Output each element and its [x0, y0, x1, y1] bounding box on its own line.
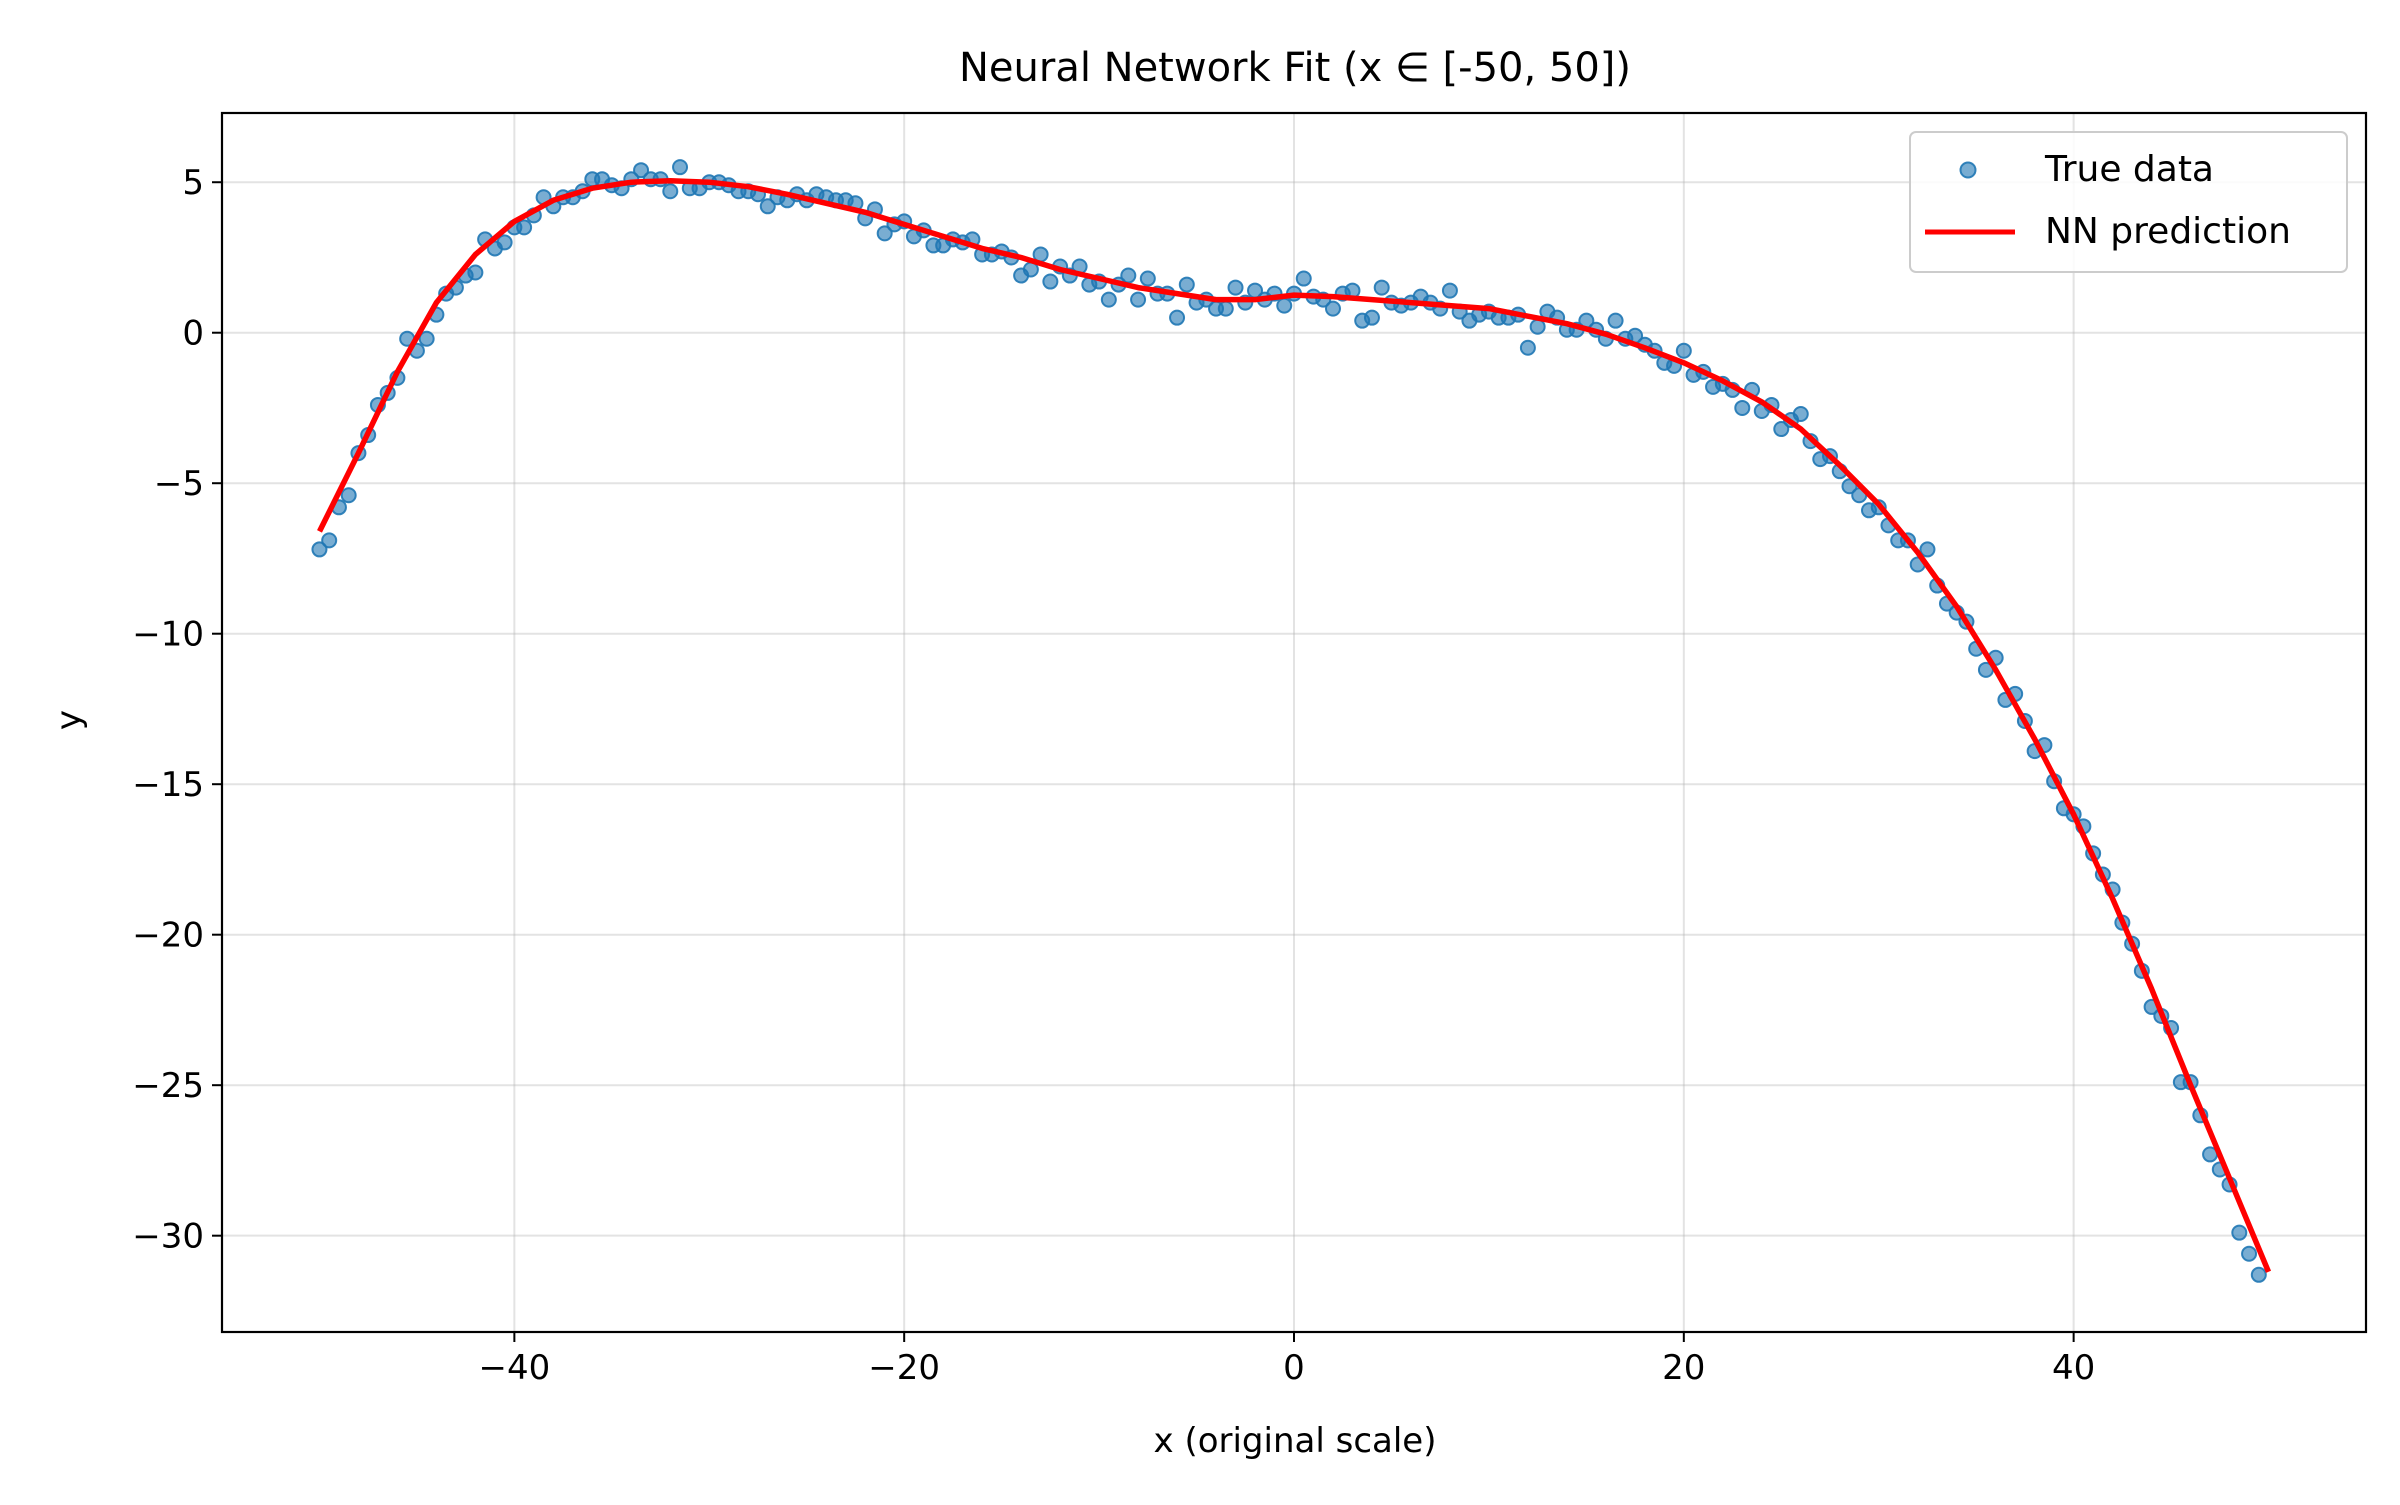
scatter-point [516, 219, 533, 236]
scatter-point [1919, 541, 1936, 558]
x-tick-label: 40 [2052, 1348, 2095, 1388]
scatter-point [633, 162, 650, 179]
scatter-point [1324, 300, 1341, 317]
scatter-point [1773, 421, 1790, 438]
scatter-point [1139, 270, 1156, 287]
scatter-point [1169, 309, 1186, 326]
legend-box [1909, 131, 2348, 273]
legend-scatter-marker [1959, 161, 1977, 179]
chart-title: Neural Network Fit (x ∈ [-50, 50]) [959, 45, 1631, 91]
scatter-point [1130, 291, 1147, 308]
scatter-point [759, 198, 776, 215]
scatter-point [1841, 478, 1858, 495]
scatter-point [2231, 1224, 2248, 1241]
tick-layer: −40 −20 0 20 40 5 0 −5 −10 −15 −20 −25 −30 [132, 163, 2095, 1388]
y-tick-label: 0 [182, 314, 204, 354]
scatter-point [1607, 312, 1624, 329]
scatter-point [876, 225, 893, 242]
scatter-point [311, 541, 328, 558]
scatter-point [2241, 1245, 2258, 1262]
data-layer [311, 159, 2272, 1283]
scatter-point [1276, 297, 1293, 314]
x-axis-label: x (original scale) [1154, 1421, 1437, 1461]
legend-label-nn-prediction: NN prediction [2045, 211, 2291, 252]
grid-layer [222, 113, 2366, 1332]
scatter-point [1217, 300, 1234, 317]
y-tick-label: −25 [132, 1066, 204, 1106]
scatter-point [1227, 279, 1244, 296]
y-axis-label: y [49, 710, 89, 730]
scatter-point [2250, 1266, 2267, 1283]
scatter-point [662, 183, 679, 200]
scatter-point [1100, 291, 1117, 308]
scatter-point [1792, 405, 1809, 422]
scatter-point [340, 487, 357, 504]
scatter-point [1178, 276, 1195, 293]
plot-area-frame [220, 111, 2368, 1334]
scatter-point [1363, 309, 1380, 326]
scatter-point [1373, 279, 1390, 296]
scatter-point [1519, 339, 1536, 356]
scatter-point [672, 159, 689, 176]
x-tick-label: 20 [1662, 1348, 1705, 1388]
scatter-point [467, 264, 484, 281]
y-tick-label: −15 [132, 765, 204, 805]
y-tick-label: −5 [154, 464, 204, 504]
y-tick-label: −30 [132, 1217, 204, 1257]
legend-label-true-data: True data [2044, 149, 2214, 190]
scatter-point [1042, 273, 1059, 290]
prediction-line [317, 177, 2272, 1273]
y-tick-label: 5 [182, 163, 204, 203]
y-tick-label: −10 [132, 615, 204, 655]
x-tick-label: −20 [868, 1348, 940, 1388]
x-tick-label: −40 [478, 1348, 550, 1388]
scatter-point [1675, 342, 1692, 359]
legend: True data NN prediction [1909, 131, 2348, 273]
y-tick-label: −20 [132, 916, 204, 956]
scatter-point [1734, 399, 1751, 416]
scatter-point [496, 234, 513, 251]
scatter-point [418, 330, 435, 347]
scatter-point [1120, 267, 1137, 284]
scatter-point [1441, 282, 1458, 299]
scatter-point [1295, 270, 1312, 287]
x-tick-label: 0 [1283, 1348, 1305, 1388]
scatter-point [321, 532, 338, 549]
